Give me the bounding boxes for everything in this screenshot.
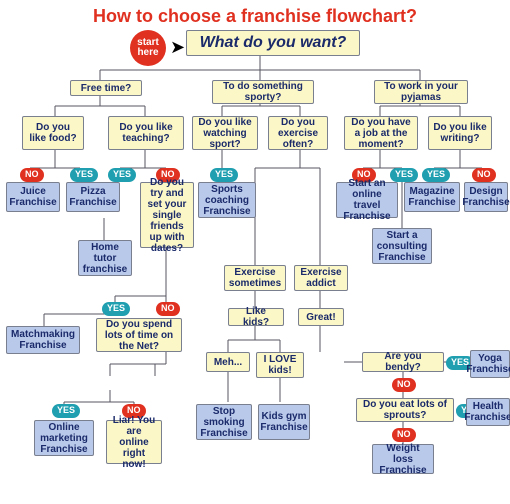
arrow-icon: ➤ <box>170 37 185 58</box>
pill-net-yes: YES <box>52 404 80 418</box>
r-onlinetravel: Start an online travel Franchise <box>336 182 398 218</box>
r-consulting: Start a consulting Franchise <box>372 228 432 264</box>
r-pizza: Pizza Franchise <box>66 182 120 212</box>
pill-watch-yes: YES <box>210 168 238 182</box>
q-sporty: To do something sporty? <box>212 80 314 104</box>
r-matchmaking: Matchmaking Franchise <box>6 326 80 354</box>
q-freetime: Free time? <box>70 80 142 96</box>
pill-food-yes: YES <box>70 168 98 182</box>
r-hometutor: Home tutor franchise <box>78 240 132 276</box>
pill-job-yes: YES <box>390 168 418 182</box>
pill-teach-yes: YES <box>108 168 136 182</box>
q-setdates: Do you try and set your single friends u… <box>140 182 194 248</box>
page-title: How to choose a franchise flowchart? <box>0 0 510 29</box>
r-stopsmoke: Stop smoking Franchise <box>196 404 252 440</box>
q-liketeach: Do you like teaching? <box>108 116 184 150</box>
r-health: Health Franchise <box>466 398 510 426</box>
pill-sprouts-no: NO <box>392 428 416 442</box>
r-onlinemkt: Online marketing Franchise <box>34 420 94 456</box>
pill-write-yes: YES <box>422 168 450 182</box>
q-likekids: Like kids? <box>228 308 284 326</box>
r-design: Design Franchise <box>464 182 508 212</box>
pill-dates-no: NO <box>156 302 180 316</box>
q-likewriting: Do you like writing? <box>428 116 492 150</box>
r-sportscoach: Sports coaching Franchise <box>198 182 256 218</box>
r-weightloss: Weight loss Franchise <box>372 444 434 474</box>
q-watchsport: Do you like watching sport? <box>192 116 258 150</box>
q-exerciseoften: Do you exercise often? <box>268 116 328 150</box>
q-pyjamas: To work in your pyjamas <box>374 80 468 104</box>
q-liar: Liar! You are online right now! <box>106 420 162 464</box>
pill-food-no: NO <box>20 168 44 182</box>
start-badge: start here <box>130 30 166 66</box>
q-spendnet: Do you spend lots of time on the Net? <box>96 318 182 352</box>
q-havejob: Do you have a job at the moment? <box>344 116 418 150</box>
r-magazine: Magazine Franchise <box>404 182 460 212</box>
q-ilovekids: I LOVE kids! <box>256 352 304 378</box>
r-kidsgym: Kids gym Franchise <box>258 404 310 440</box>
q-exaddict: Exercise addict <box>294 265 348 291</box>
q-exsometimes: Exercise sometimes <box>224 265 286 291</box>
r-yoga: Yoga Franchise <box>470 350 510 378</box>
r-juice: Juice Franchise <box>6 182 60 212</box>
pill-bendy-no: NO <box>392 378 416 392</box>
pill-write-no: NO <box>472 168 496 182</box>
pill-dates-yes: YES <box>102 302 130 316</box>
q-likefood: Do you like food? <box>22 116 84 150</box>
q-meh: Meh... <box>206 352 250 372</box>
q-sprouts: Do you eat lots of sprouts? <box>356 398 454 422</box>
root-question: What do you want? <box>186 30 360 56</box>
q-great: Great! <box>298 308 344 326</box>
q-bendy: Are you bendy? <box>362 352 444 372</box>
